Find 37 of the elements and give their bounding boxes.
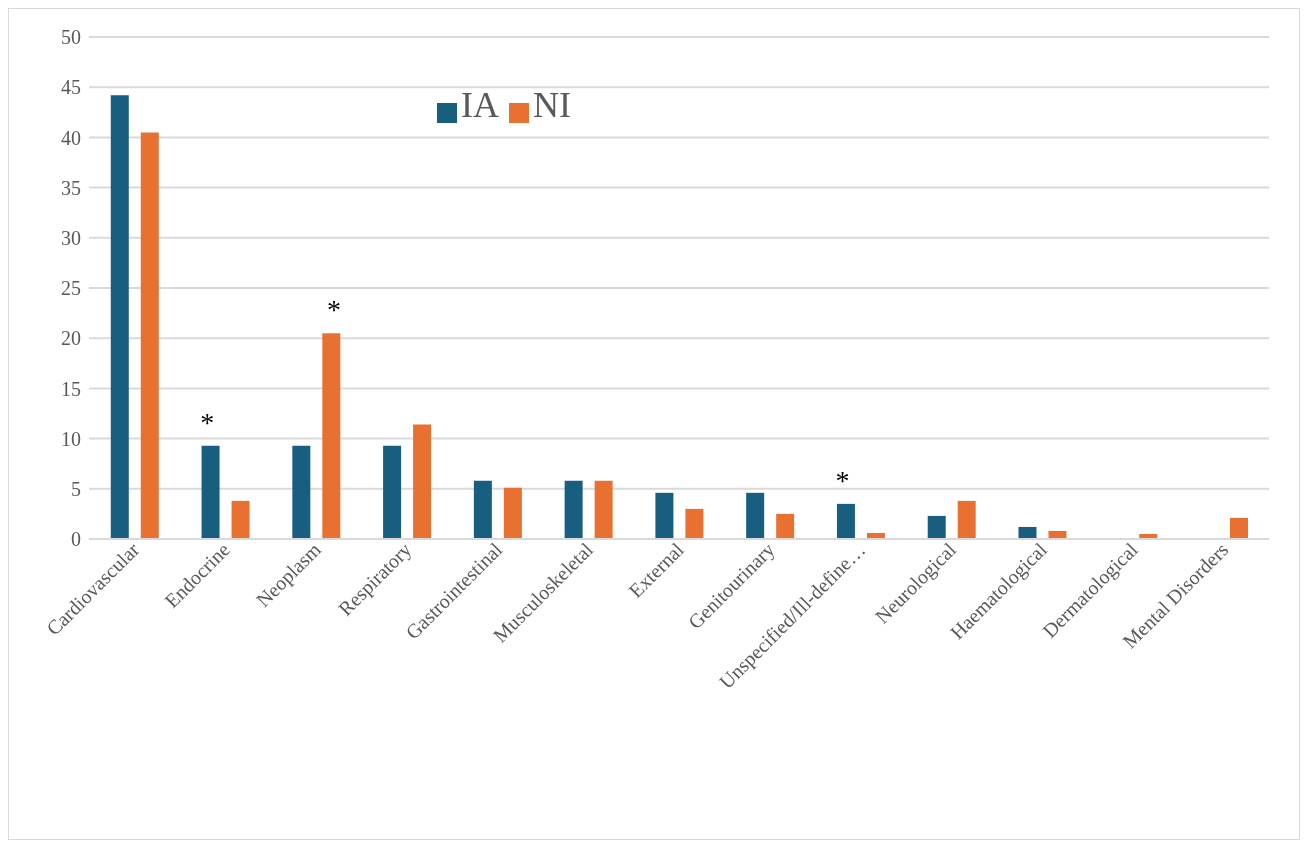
y-tick-label: 40 xyxy=(61,126,81,149)
bar xyxy=(292,445,311,539)
legend-label: NI xyxy=(533,85,571,125)
y-tick-label: 5 xyxy=(71,477,81,500)
bar xyxy=(776,513,795,539)
annotation: * xyxy=(200,406,215,438)
bar xyxy=(383,445,402,539)
y-tick-label: 35 xyxy=(61,176,81,199)
bar xyxy=(594,480,613,539)
bar xyxy=(231,500,250,539)
bar xyxy=(957,500,976,539)
bar xyxy=(836,503,855,539)
bar xyxy=(746,492,765,539)
annotation: * xyxy=(326,294,341,326)
bar xyxy=(655,492,674,539)
bar xyxy=(503,487,522,539)
y-tick-label: 15 xyxy=(61,377,81,400)
bar xyxy=(413,424,432,539)
bar xyxy=(927,515,946,539)
bar xyxy=(1018,526,1037,539)
y-tick-label: 10 xyxy=(61,427,81,450)
legend-label: IA xyxy=(461,85,499,125)
bar xyxy=(473,480,492,539)
bar xyxy=(1230,517,1249,539)
y-tick-label: 20 xyxy=(61,327,81,350)
bar xyxy=(140,132,159,539)
y-tick-label: 45 xyxy=(61,76,81,99)
bar xyxy=(322,333,341,539)
y-tick-label: 0 xyxy=(71,528,81,551)
y-tick-label: 25 xyxy=(61,277,81,300)
bar xyxy=(564,480,583,539)
bar xyxy=(685,508,704,539)
y-tick-label: 30 xyxy=(61,226,81,249)
annotation: * xyxy=(835,464,850,496)
bar xyxy=(201,445,220,539)
y-tick-label: 50 xyxy=(61,26,81,49)
bar xyxy=(110,95,129,539)
